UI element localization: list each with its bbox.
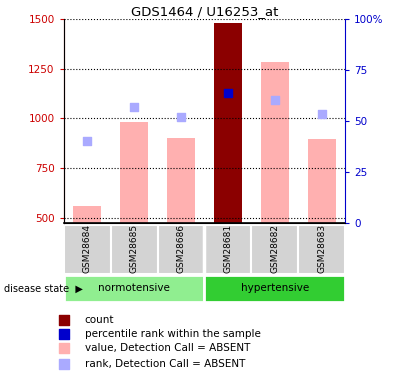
Point [61, 361, 67, 367]
Bar [308, 140, 336, 223]
Title: GDS1464 / U16253_at: GDS1464 / U16253_at [131, 4, 278, 18]
Bar [298, 225, 345, 274]
Bar [252, 225, 298, 274]
Text: GSM28681: GSM28681 [224, 224, 233, 273]
Point [319, 111, 325, 117]
Text: GSM28682: GSM28682 [270, 224, 279, 273]
Text: GSM28685: GSM28685 [129, 224, 139, 273]
Text: GSM28684: GSM28684 [83, 224, 92, 273]
Bar [157, 225, 205, 274]
Point [178, 114, 184, 120]
Text: normotensive: normotensive [98, 284, 170, 293]
Point [131, 105, 137, 111]
Bar [205, 225, 252, 274]
Point [61, 331, 67, 337]
Bar [64, 225, 111, 274]
Bar [73, 206, 101, 223]
Bar [214, 23, 242, 223]
Bar [111, 225, 157, 274]
Text: hypertensive: hypertensive [241, 284, 309, 293]
Bar [167, 138, 195, 223]
Point [84, 138, 90, 144]
Text: GSM28686: GSM28686 [176, 224, 185, 273]
Bar [205, 275, 345, 302]
Text: disease state  ▶: disease state ▶ [4, 284, 83, 293]
Point [61, 345, 67, 351]
Bar [64, 275, 205, 302]
Text: value, Detection Call = ABSENT: value, Detection Call = ABSENT [85, 344, 250, 354]
Text: count: count [85, 315, 114, 325]
Point [61, 317, 67, 323]
Text: percentile rank within the sample: percentile rank within the sample [85, 329, 261, 339]
Text: GSM28683: GSM28683 [317, 224, 326, 273]
Point [272, 96, 278, 102]
Bar [261, 62, 289, 223]
Point [225, 90, 231, 96]
Bar [120, 122, 148, 223]
Text: rank, Detection Call = ABSENT: rank, Detection Call = ABSENT [85, 359, 245, 369]
